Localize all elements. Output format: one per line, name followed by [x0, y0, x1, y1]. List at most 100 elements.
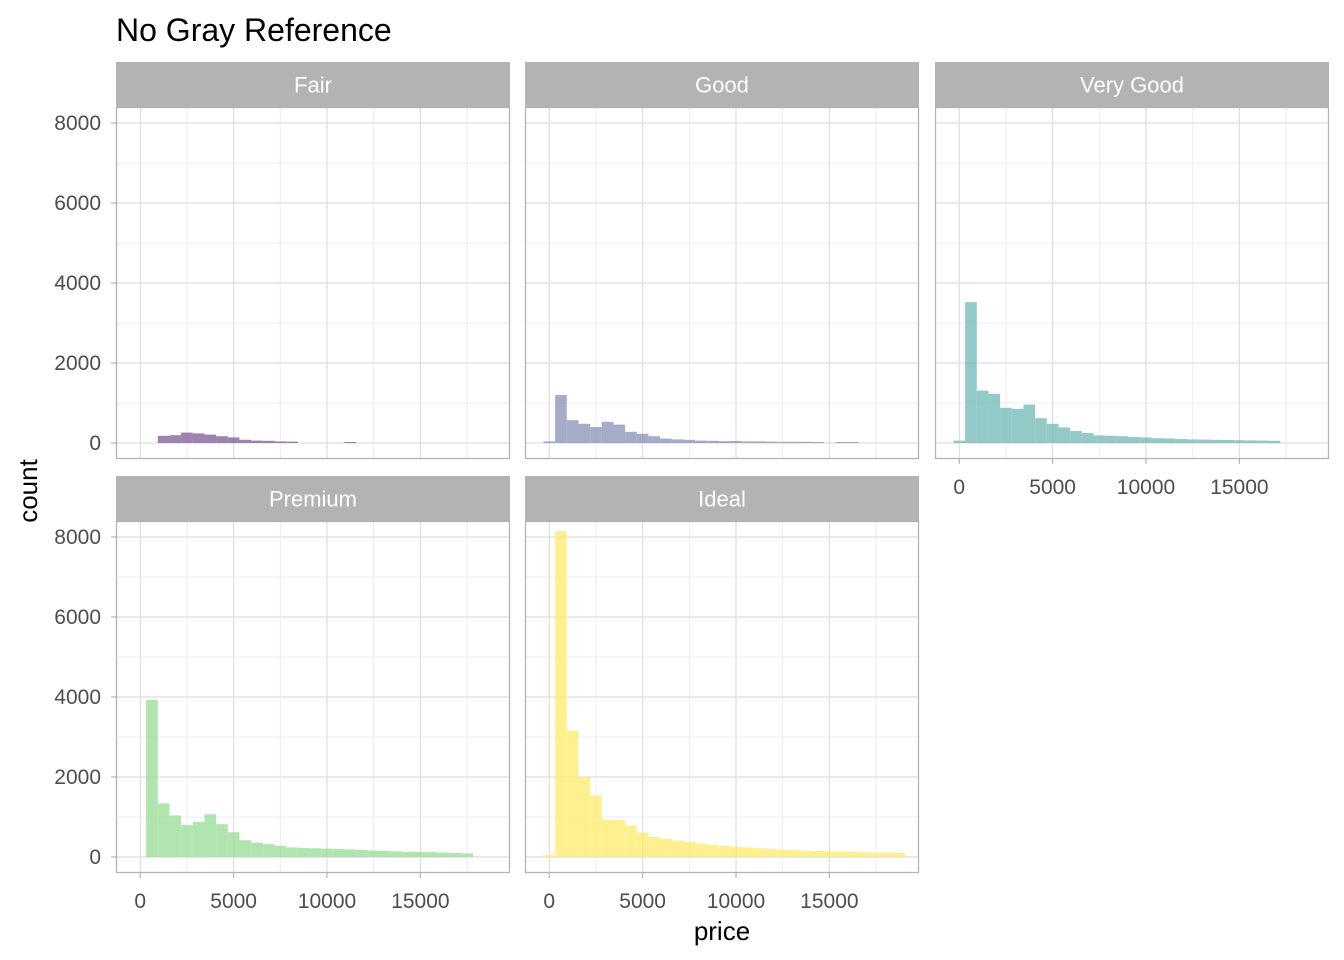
histogram-bar: [157, 803, 170, 857]
histogram-bar: [204, 434, 217, 443]
y-tick-label: 4000: [54, 272, 101, 295]
histogram-bar: [566, 730, 579, 857]
histogram-bar: [811, 851, 824, 857]
strip-label: Very Good: [1080, 73, 1184, 98]
panel-border: [524, 106, 920, 460]
panel-border: [934, 106, 1330, 460]
histogram-bar: [730, 441, 742, 443]
x-tick-label: 5000: [1029, 476, 1076, 499]
histogram-bar: [426, 852, 438, 857]
histogram-bar: [776, 441, 789, 443]
facet-panel-premium: Premium 0 2000 4000 6000 8000 0 5000 10000 15000: [54, 476, 511, 913]
strip-background: [525, 62, 919, 107]
histogram-bar: [800, 850, 812, 857]
histogram-bar: [601, 819, 614, 857]
histogram-bar: [846, 851, 859, 857]
y-tick-label: 0: [89, 846, 101, 869]
histogram-bar: [648, 436, 661, 443]
strip-label: Fair: [294, 73, 332, 98]
histogram-bar: [835, 442, 847, 443]
x-tick-label: 0: [543, 890, 555, 913]
histogram-bar: [204, 814, 217, 857]
histogram-bar: [1175, 439, 1187, 443]
histogram-bar: [262, 440, 275, 443]
histogram-bar: [1210, 439, 1222, 443]
histogram-bar: [297, 847, 310, 857]
histogram-bar: [251, 842, 263, 857]
histogram-bar: [870, 852, 882, 857]
histogram-bar: [1268, 440, 1281, 443]
facet-panel-very-good: Very Good 0 5000 10000 15000: [934, 62, 1330, 499]
x-tick-label: 15000: [800, 890, 858, 913]
histogram-bar: [965, 302, 977, 443]
histogram-bar: [1023, 404, 1036, 443]
histogram-bar: [613, 819, 626, 857]
histogram-bar: [1221, 440, 1234, 443]
histogram-bar: [379, 850, 392, 857]
strip-background: [935, 62, 1329, 107]
histogram-bar: [683, 841, 696, 857]
y-tick-label: 6000: [54, 606, 101, 629]
histogram-bars: [146, 699, 473, 857]
strip-background: [116, 476, 510, 521]
histogram-bar: [181, 825, 193, 857]
histogram-bar: [988, 393, 1001, 443]
x-tick-label: 0: [953, 476, 965, 499]
histogram-bars: [543, 531, 906, 857]
histogram-bar: [1128, 437, 1141, 443]
x-axis-title: price: [694, 916, 750, 946]
histogram-bar: [753, 848, 766, 857]
panel-border: [115, 106, 511, 460]
histogram-bar: [367, 850, 380, 857]
y-tick-label: 6000: [54, 192, 101, 215]
histogram-bar: [1046, 423, 1059, 443]
histogram-bar: [1035, 418, 1047, 443]
histogram-bar: [169, 815, 182, 857]
histogram-bar: [169, 435, 182, 443]
histogram-bar: [706, 440, 719, 443]
histogram-bar: [555, 395, 567, 443]
histogram-bar: [321, 848, 333, 857]
histogram-bar: [765, 441, 777, 443]
histogram-bar: [286, 847, 298, 857]
histogram-bar: [414, 852, 427, 857]
facet-panel-ideal: Ideal 0 5000 10000 15000: [524, 476, 920, 913]
histogram-bar: [613, 424, 626, 443]
y-tick-label: 8000: [54, 526, 101, 549]
panel-border: [115, 520, 511, 874]
y-tick-label: 2000: [54, 766, 101, 789]
histogram-bar: [660, 438, 672, 443]
histogram-bar: [192, 821, 205, 857]
histogram-bar: [578, 777, 591, 857]
histogram-bar: [741, 441, 754, 443]
histogram-bar: [344, 849, 357, 857]
histogram-bar: [1000, 407, 1012, 443]
panel-border: [524, 520, 920, 874]
histogram-bar: [695, 440, 707, 443]
histogram-bar: [1245, 440, 1257, 443]
histogram-bar: [157, 435, 170, 443]
histogram-bar: [788, 441, 801, 443]
histogram-bar: [262, 844, 275, 857]
x-tick-label: 10000: [707, 890, 765, 913]
histogram-bar: [216, 436, 228, 443]
histogram-bar: [274, 441, 287, 443]
histogram-bar: [695, 843, 707, 857]
x-tick-label: 0: [134, 890, 146, 913]
histogram-bar: [216, 824, 228, 857]
chart-title: No Gray Reference: [116, 12, 392, 48]
histogram-bar: [601, 421, 614, 443]
histogram-bar: [753, 441, 766, 443]
histogram-bar: [192, 433, 205, 443]
x-tick-label: 15000: [1210, 476, 1268, 499]
histogram-bar: [976, 390, 989, 443]
y-tick-label: 0: [89, 432, 101, 455]
strip-background: [116, 62, 510, 107]
histogram-bar: [286, 441, 298, 443]
grid-lines: [116, 107, 510, 459]
histogram-bar: [730, 846, 742, 857]
x-tick-label: 5000: [210, 890, 257, 913]
histogram-bar: [1151, 438, 1164, 443]
histogram-bar: [718, 441, 731, 443]
